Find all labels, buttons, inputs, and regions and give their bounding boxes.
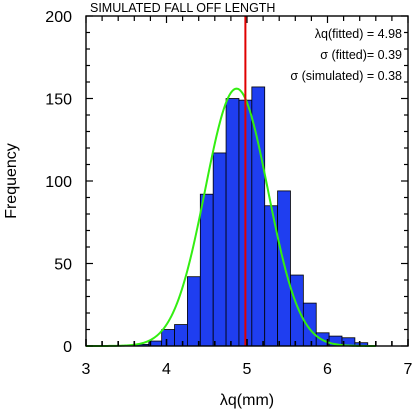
- histogram-bar: [187, 276, 201, 347]
- histogram-bar: [174, 324, 188, 347]
- y-tick-label: 150: [45, 92, 72, 109]
- histogram-bar: [225, 98, 240, 347]
- x-tick-label: 5: [243, 361, 252, 378]
- histogram-bar: [161, 329, 175, 347]
- x-tick-label: 6: [323, 361, 332, 378]
- y-axis-ticks: 0 50 100 150 200: [45, 9, 408, 356]
- y-axis-label: Frequency: [3, 143, 20, 219]
- x-tick-label: 3: [82, 361, 91, 378]
- y-tick-label: 200: [45, 9, 72, 26]
- annotation-sigma-simulated: σ (simulated) = 0.38: [290, 69, 402, 83]
- annotation-lambda: λq(fitted) = 4.98: [315, 27, 402, 41]
- y-tick-label: 100: [45, 174, 72, 191]
- x-axis-ticks: 3 4 5 6 7: [82, 16, 413, 378]
- bars-layer: [135, 86, 369, 347]
- chart-title: SIMULATED FALL OFF LENGTH: [90, 1, 275, 15]
- x-tick-label: 4: [162, 361, 171, 378]
- x-axis-label: λq(mm): [220, 392, 274, 409]
- histogram-bar: [302, 302, 317, 347]
- histogram-bar: [212, 152, 227, 347]
- histogram-bar: [277, 190, 291, 347]
- histogram-bar: [199, 193, 214, 347]
- annotation-sigma-fitted: σ (fitted)= 0.39: [320, 48, 402, 62]
- x-tick-label: 7: [404, 361, 413, 378]
- histogram-bar: [290, 274, 304, 347]
- y-tick-label: 50: [54, 257, 72, 274]
- y-tick-label: 0: [63, 339, 72, 356]
